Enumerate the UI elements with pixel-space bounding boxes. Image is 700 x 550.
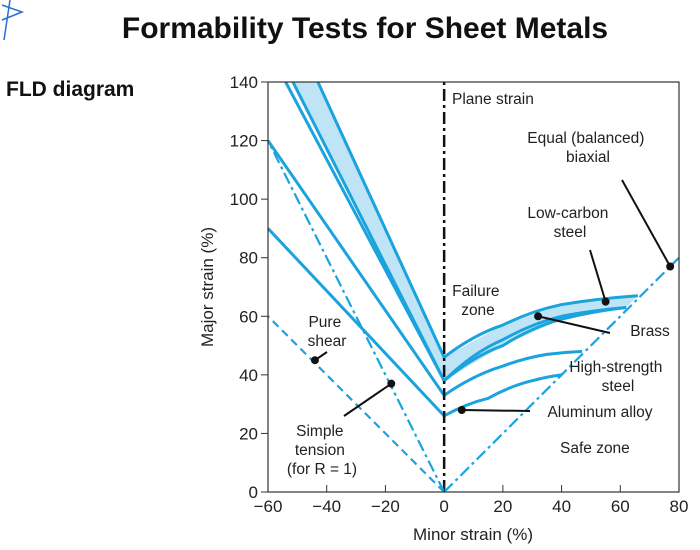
- annotation-line: shear: [308, 333, 347, 350]
- annotation-line: Aluminum alloy: [547, 404, 652, 421]
- y-tick-label: 100: [230, 190, 258, 209]
- x-tick-label: 60: [611, 497, 630, 516]
- leader-line: [621, 179, 672, 267]
- annotation-line: (for R = 1): [287, 461, 357, 478]
- x-axis-label: Minor strain (%): [413, 525, 533, 544]
- annotation-line: Simple: [296, 423, 343, 440]
- y-tick-label: 0: [249, 483, 258, 502]
- reference-line: [267, 140, 446, 493]
- annotation-line: Equal (balanced): [527, 130, 644, 147]
- annotation-label: Equal (balanced) biaxial: [527, 130, 649, 166]
- annotation-label: Plane strain: [452, 91, 534, 108]
- annotation-label: High-strength steel: [569, 359, 666, 395]
- x-tick-label: 40: [552, 497, 571, 516]
- forming-limit-curve: [443, 306, 627, 382]
- leader-line: [537, 315, 611, 334]
- annotation-label: Failure zone: [452, 283, 504, 319]
- forming-limit-curve: [266, 139, 583, 398]
- x-tick-label: −20: [371, 497, 400, 516]
- y-tick-label: 120: [230, 132, 258, 151]
- annotation-line: biaxial: [566, 149, 610, 166]
- x-tick-label: 20: [493, 497, 512, 516]
- annotation-label: Pure shear: [308, 314, 347, 350]
- annotation-line: steel: [554, 224, 587, 241]
- leader-line: [343, 382, 392, 417]
- leader-line: [589, 249, 607, 302]
- annotation-line: High-strength: [569, 359, 662, 376]
- annotation-label: Simple tension (for R = 1): [287, 423, 357, 478]
- annotation-line: steel: [602, 378, 635, 395]
- annotation-line: Safe zone: [560, 440, 630, 457]
- annotation-line: Low-carbon: [527, 205, 608, 222]
- x-tick-label: −40: [312, 497, 341, 516]
- leader-dot: [601, 297, 610, 306]
- annotation-line: Pure: [308, 314, 341, 331]
- page-title: Formability Tests for Sheet Metals: [121, 12, 609, 45]
- band-area: [292, 82, 638, 381]
- leader-dot: [457, 406, 466, 414]
- subtitle: FLD diagram: [6, 78, 135, 101]
- leader-dot: [387, 379, 396, 388]
- annotation-label: Safe zone: [560, 440, 630, 457]
- star-doodle-icon: [1, 0, 25, 41]
- annotation-label: Low-carbon steel: [527, 205, 612, 241]
- leader-line: [461, 409, 531, 412]
- x-tick-label: −60: [254, 497, 283, 516]
- annotation-label: Aluminum alloy: [547, 404, 652, 421]
- x-tick-label: 80: [670, 497, 689, 516]
- annotation-label: Brass: [630, 323, 670, 340]
- leader-dot: [534, 312, 543, 321]
- leader-dot: [310, 356, 319, 365]
- annotation-line: Failure: [452, 283, 499, 300]
- annotation-line: zone: [461, 302, 495, 319]
- y-tick-label: 20: [239, 424, 258, 443]
- reference-line: [443, 256, 680, 493]
- plot-frame: [267, 81, 680, 493]
- annotation-line: Plane strain: [452, 91, 534, 108]
- annotation-line: tension: [295, 442, 345, 459]
- y-tick-label: 140: [230, 73, 258, 92]
- y-axis-label: Major strain (%): [198, 227, 217, 347]
- forming-limit-curve: [284, 81, 446, 382]
- y-tick-label: 60: [239, 307, 258, 326]
- y-tick-label: 80: [239, 249, 258, 268]
- y-tick-label: 40: [239, 366, 258, 385]
- x-tick-label: 0: [439, 497, 448, 516]
- reference-line: [267, 315, 445, 493]
- band-upper-curve: [316, 81, 639, 360]
- annotation-line: Brass: [630, 323, 670, 340]
- leader-dot: [666, 262, 675, 271]
